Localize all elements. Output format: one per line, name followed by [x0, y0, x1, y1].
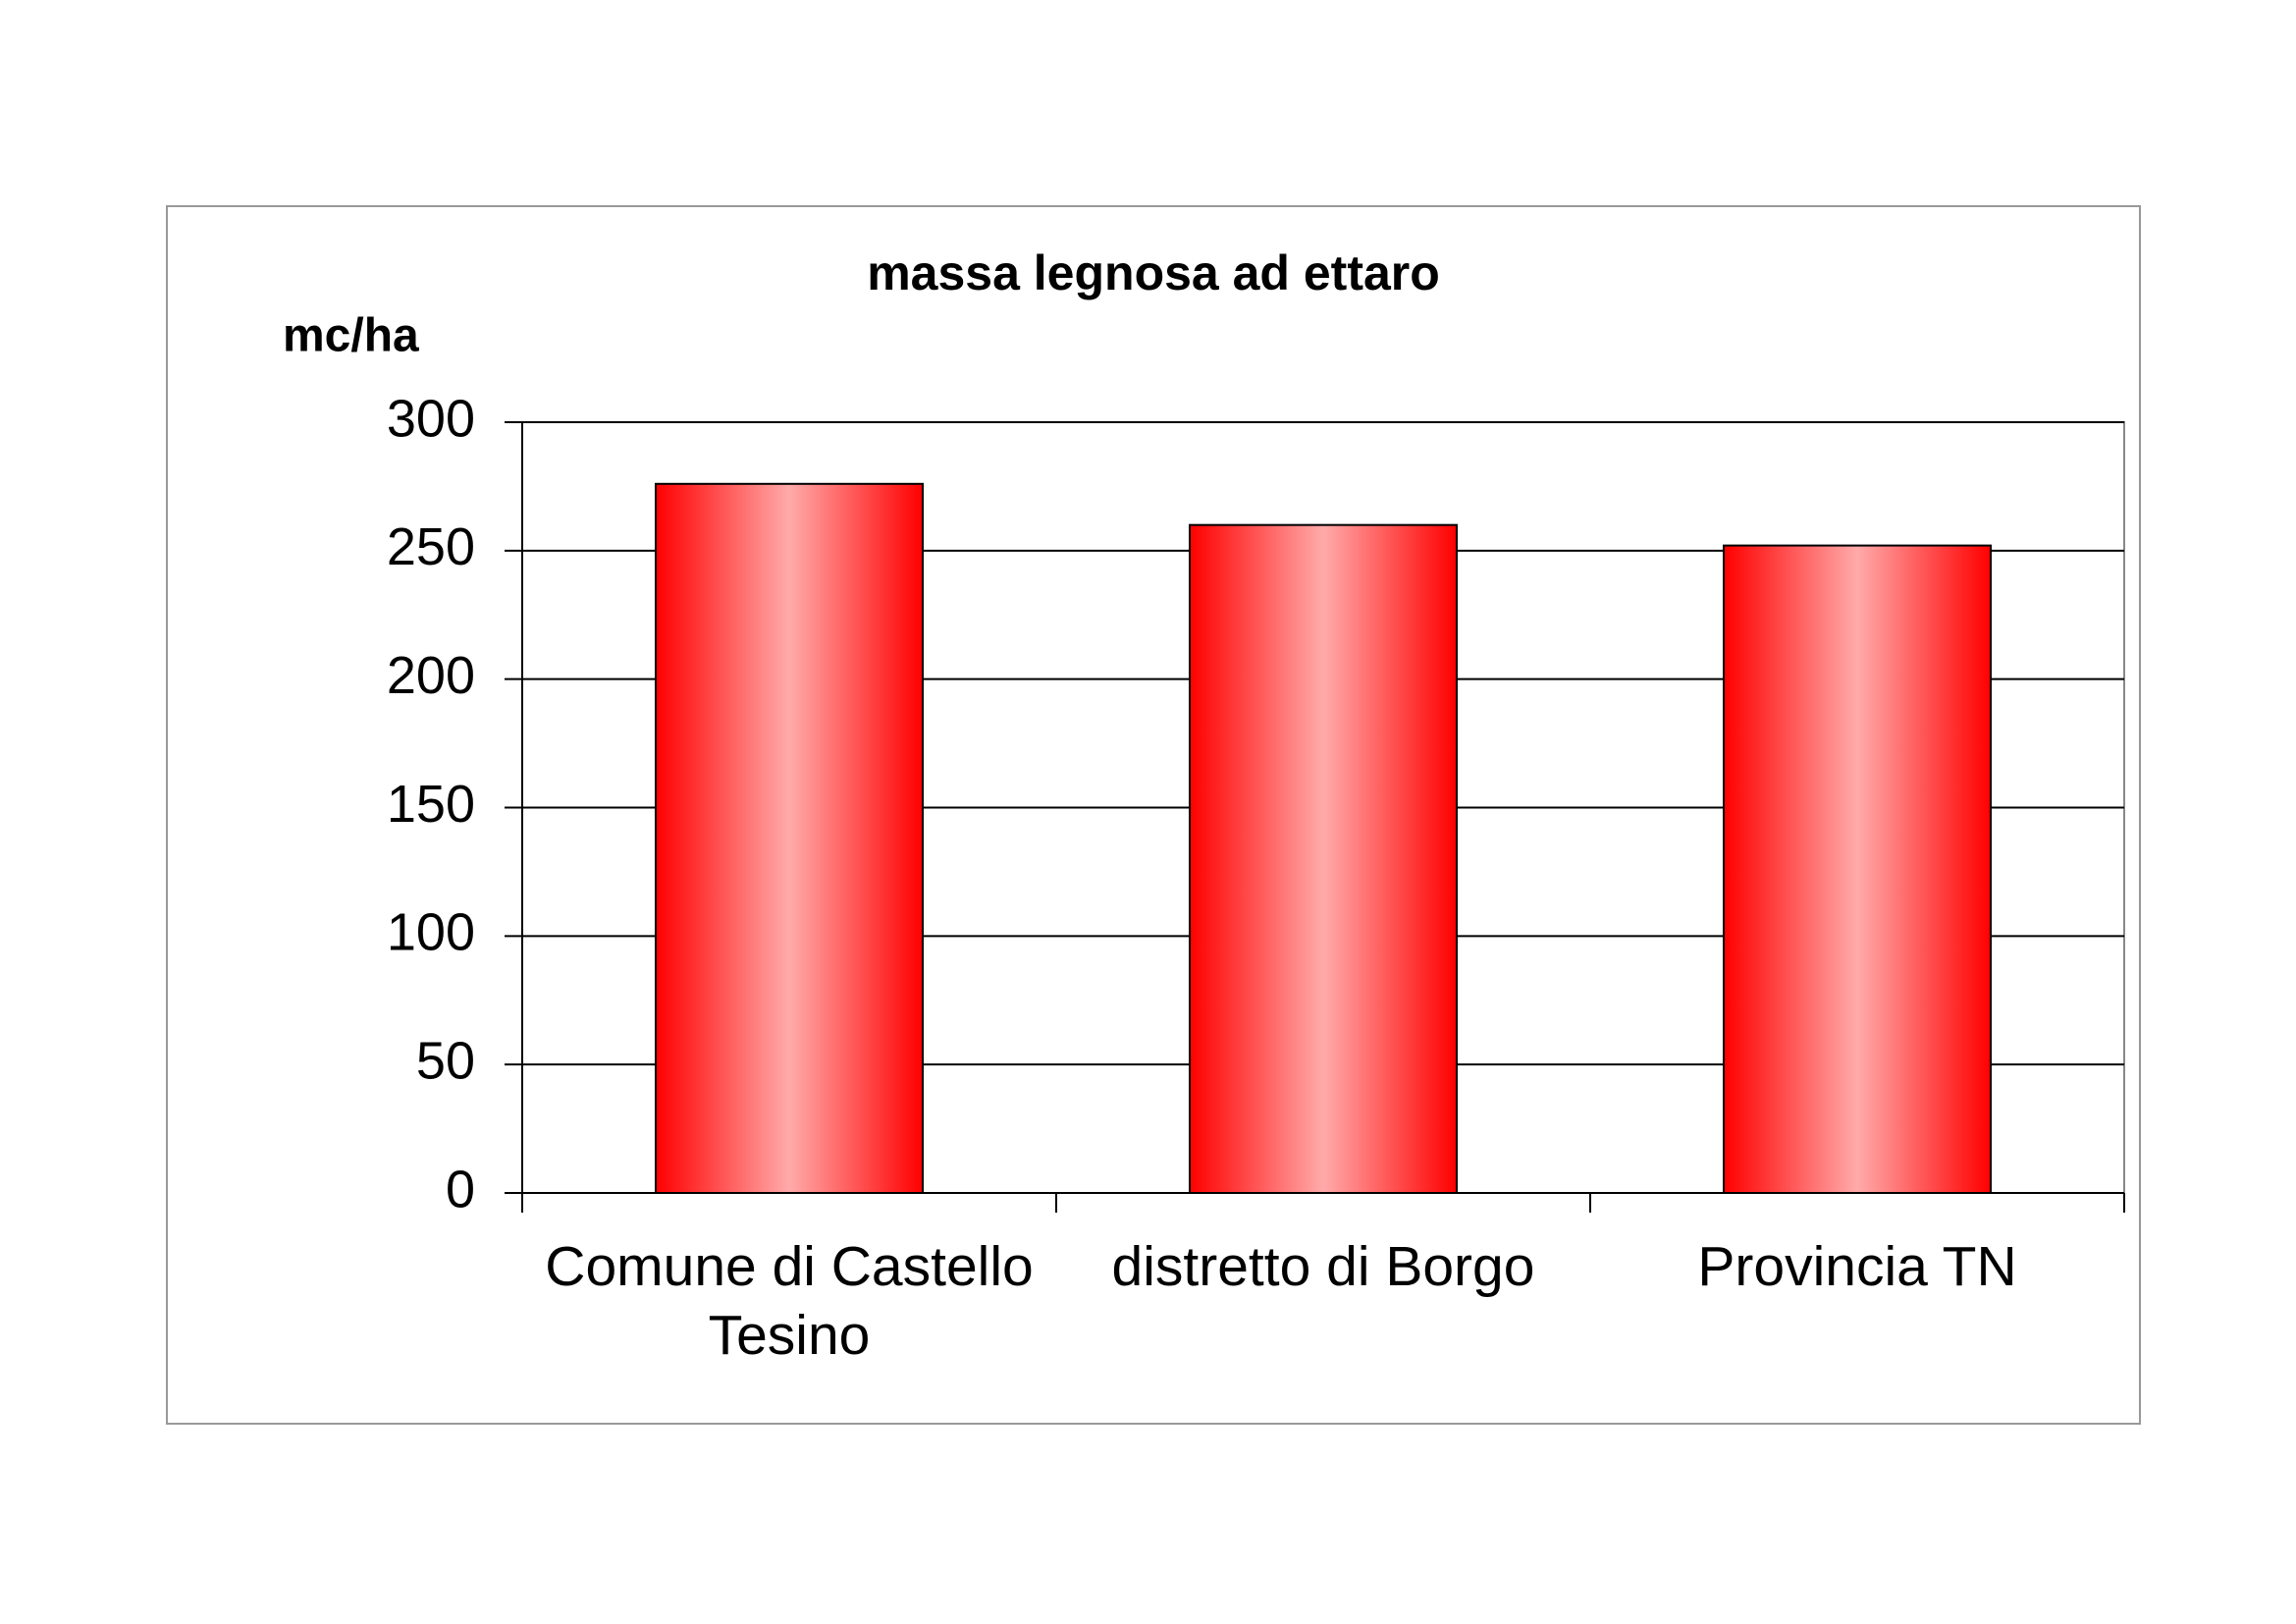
bar [1723, 544, 1992, 1194]
y-tick-label: 200 [387, 646, 475, 705]
y-tick-label: 300 [387, 389, 475, 448]
y-tick-label: 50 [416, 1031, 475, 1090]
y-tick-label: 150 [387, 775, 475, 834]
y-tick-label: 250 [387, 517, 475, 576]
x-tick-label: Provincia TN [1697, 1235, 2017, 1298]
y-axis-label: mc/ha [283, 310, 419, 362]
x-tick-label: Comune di Castello Tesino [545, 1235, 1034, 1367]
chart-title: massa legnosa ad ettaro [867, 245, 1440, 300]
bar [1189, 523, 1458, 1194]
y-tick-label: 0 [446, 1160, 475, 1218]
x-tick-label: distretto di Borgo [1111, 1235, 1535, 1298]
bar [655, 482, 924, 1194]
y-tick-label: 100 [387, 903, 475, 962]
